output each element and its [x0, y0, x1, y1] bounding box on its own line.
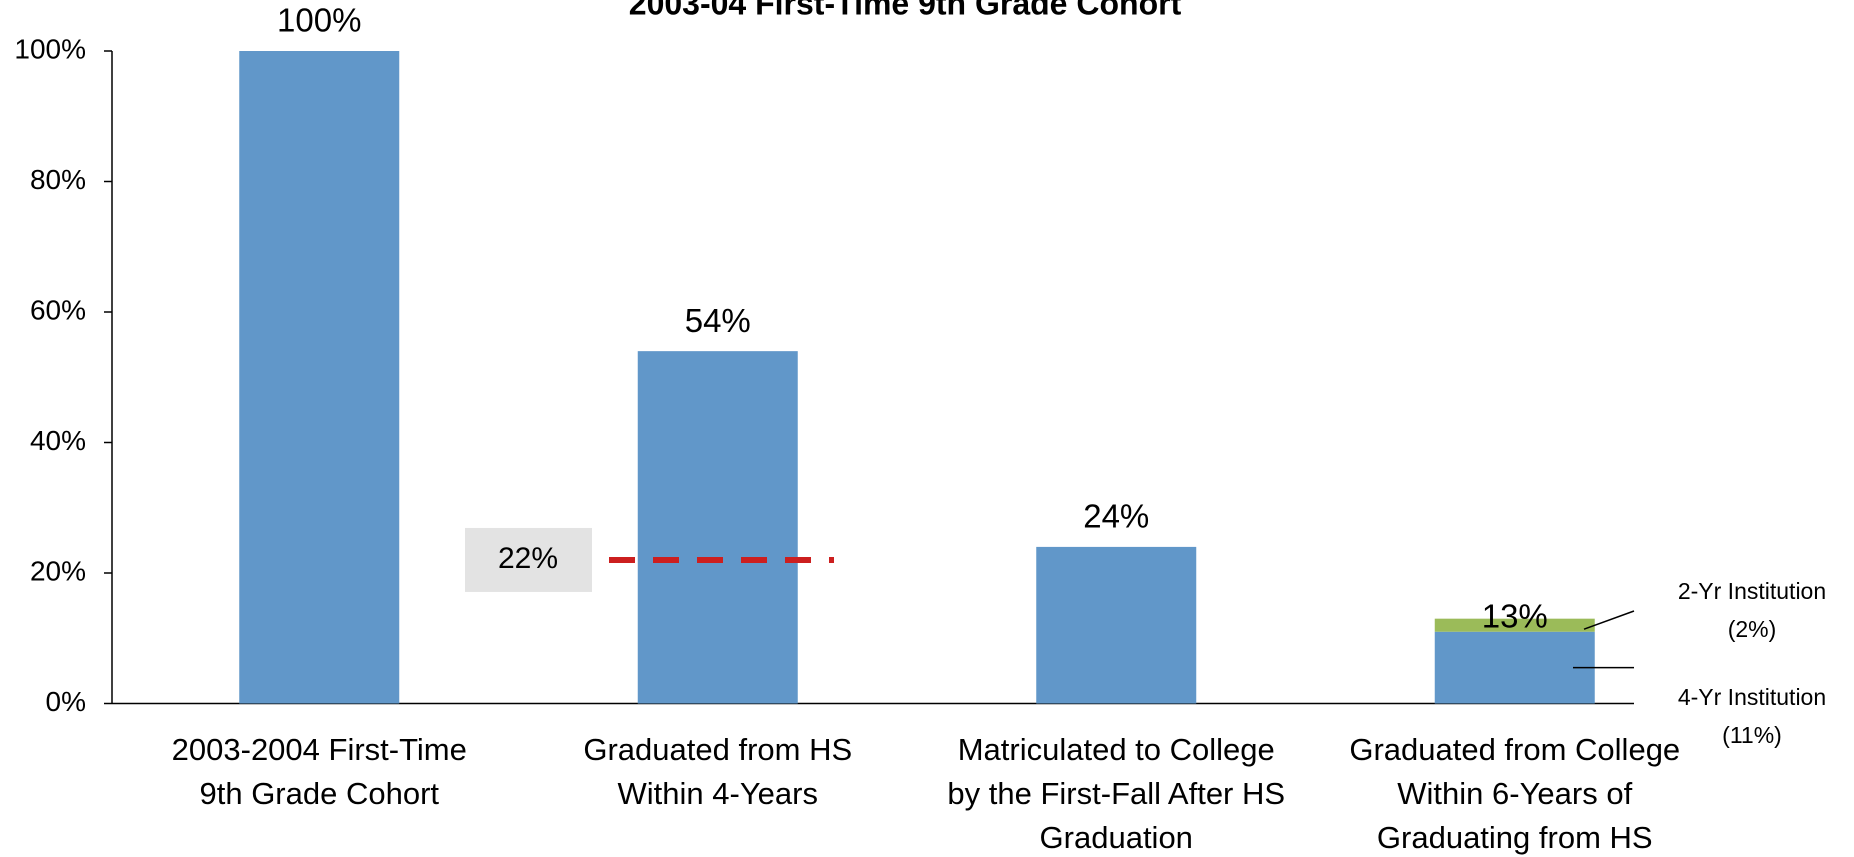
bar-segment — [239, 51, 400, 704]
x-tick-label: Graduation — [1040, 820, 1193, 855]
x-tick-label: Matriculated to College — [958, 732, 1275, 767]
callout-line — [1583, 610, 1635, 630]
reference-label: 22% — [498, 542, 558, 575]
bar-segment — [1036, 546, 1197, 704]
y-tick-label: 80% — [30, 164, 86, 195]
x-tick-label: by the First-Fall After HS — [947, 776, 1285, 811]
x-tick-label: Graduated from College — [1349, 732, 1680, 767]
total-label: 54% — [685, 302, 751, 339]
legend-label: 2-Yr Institution — [1678, 578, 1826, 604]
total-label: 13% — [1482, 597, 1548, 634]
legend-share: (2%) — [1728, 616, 1777, 642]
x-tick-label: Graduated from HS — [583, 732, 852, 767]
legend-share: (11%) — [1722, 722, 1782, 748]
y-tick-label: 0% — [46, 686, 86, 717]
y-tick-label: 20% — [30, 555, 86, 586]
y-tick-label: 60% — [30, 294, 86, 325]
x-tick-label: 2003-2004 First-Time — [172, 732, 467, 767]
bar-segment — [637, 351, 798, 704]
x-tick-label: Within 6-Years of — [1397, 776, 1632, 811]
legend-label: 4-Yr Institution — [1678, 684, 1826, 710]
x-tick-label: 9th Grade Cohort — [199, 776, 439, 811]
reference-box — [465, 527, 592, 592]
x-tick-label: Within 4-Years — [618, 776, 818, 811]
y-tick-label: 40% — [30, 425, 86, 456]
chart-title: 2003-04 First-Time 9th Grade Cohort — [629, 0, 1182, 21]
bar-segment — [1434, 631, 1595, 704]
total-label: 100% — [277, 2, 361, 39]
y-tick-label: 100% — [14, 33, 86, 64]
bar-segment — [1434, 618, 1595, 632]
x-tick-label: Graduating from HS — [1377, 820, 1653, 855]
total-label: 24% — [1083, 498, 1149, 535]
